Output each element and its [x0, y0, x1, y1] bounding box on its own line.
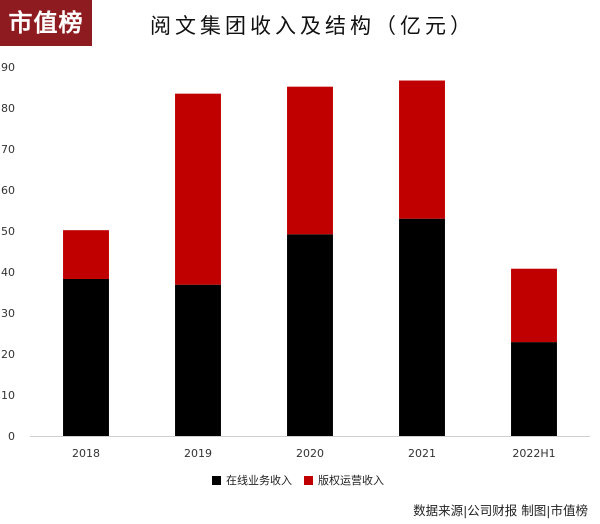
- y-tick-label: 90: [1, 61, 15, 74]
- y-tick-label: 40: [1, 266, 15, 279]
- y-tick-label: 0: [8, 430, 15, 443]
- chart-legend: 在线业务收入 版权运营收入: [212, 472, 396, 488]
- x-tick-label: 2019: [184, 447, 212, 460]
- bar-copyright-revenue: [511, 268, 557, 343]
- bar-copyright-revenue: [399, 80, 445, 219]
- bar-copyright-revenue: [175, 93, 221, 285]
- stacked-bar-chart: 0 10 20 30 40 50 60 70 80 90 2018 2019 2020 2021 2022H…: [1, 61, 590, 460]
- x-tick-label: 2018: [72, 447, 100, 460]
- legend-item-online: 在线业务收入: [212, 472, 292, 488]
- bar-online-revenue: [287, 234, 333, 436]
- bar-copyright-revenue: [287, 86, 333, 235]
- source-note: 数据来源|公司财报 制图|市值榜: [413, 503, 588, 518]
- x-tick-label: 2020: [296, 447, 324, 460]
- y-tick-label: 80: [1, 102, 15, 115]
- bar-online-revenue: [511, 342, 557, 436]
- x-tick-label: 2022H1: [512, 447, 555, 460]
- x-tick-label: 2021: [408, 447, 436, 460]
- y-tick-label: 10: [1, 389, 15, 402]
- bar-online-revenue: [399, 218, 445, 436]
- brand-logo: 市值榜: [0, 0, 92, 46]
- legend-label-copyright: 版权运营收入: [318, 474, 384, 487]
- chart-title: 阅文集团收入及结构（亿元）: [150, 14, 475, 38]
- legend-swatch-copyright: [304, 475, 313, 485]
- legend-label-online: 在线业务收入: [226, 474, 292, 487]
- legend-swatch-online: [212, 475, 221, 485]
- bar-online-revenue: [175, 284, 221, 436]
- bar-copyright-revenue: [63, 230, 109, 279]
- y-tick-label: 70: [1, 143, 15, 156]
- y-tick-label: 30: [1, 307, 15, 320]
- y-tick-label: 50: [1, 225, 15, 238]
- y-tick-label: 20: [1, 348, 15, 361]
- legend-item-copyright: 版权运营收入: [304, 472, 384, 488]
- bar-online-revenue: [63, 278, 109, 436]
- y-tick-label: 60: [1, 184, 15, 197]
